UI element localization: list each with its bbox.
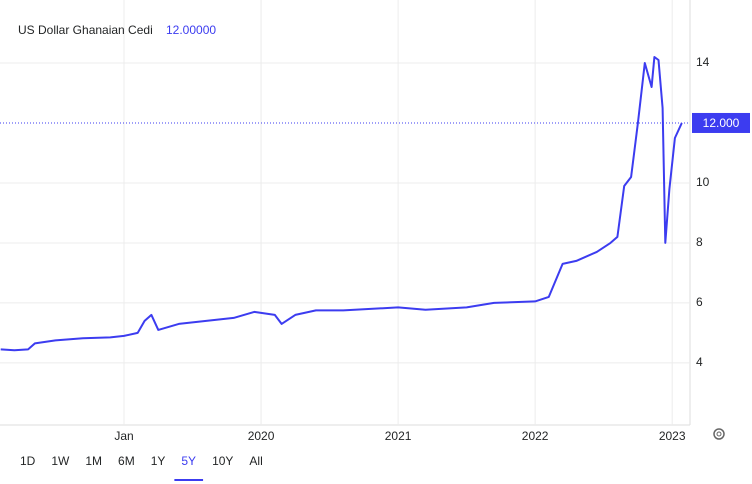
range-button[interactable]: 1W <box>51 454 70 468</box>
range-button[interactable]: All <box>249 454 262 468</box>
chart-title: US Dollar Ghanaian Cedi <box>18 23 153 37</box>
x-tick-label: 2022 <box>522 429 549 443</box>
reference-badge <box>692 112 750 133</box>
range-label: 1W <box>51 454 70 468</box>
price: 12.00000 <box>166 23 216 37</box>
range-label: 10Y <box>212 454 233 468</box>
y-tick-label: 4 <box>696 355 703 369</box>
range-button[interactable]: 6M <box>118 454 135 468</box>
range-label: 1Y <box>151 454 166 468</box>
range-label: 1M <box>85 454 102 468</box>
x-tick-label: 2023 <box>659 429 686 443</box>
price-line <box>0 56 683 352</box>
y-tick-label: 6 <box>696 295 703 309</box>
settings-icon[interactable] <box>713 428 725 440</box>
range-underline <box>174 479 204 481</box>
y-tick-label: 8 <box>696 235 703 249</box>
range-button[interactable]: 10Y <box>212 454 233 468</box>
gear-center <box>716 431 722 437</box>
reference-label: 12.000 <box>703 116 740 130</box>
gear <box>713 428 725 440</box>
range-label: All <box>249 454 262 468</box>
range-button[interactable]: 1Y <box>151 454 166 468</box>
range-button[interactable]: 1M <box>85 454 102 468</box>
range-button[interactable]: 5Y <box>174 454 204 481</box>
y-tick-label: 14 <box>696 55 710 69</box>
y-tick-label: 10 <box>696 175 710 189</box>
range-label: 6M <box>118 454 135 468</box>
x-tick-label: 2020 <box>248 429 275 443</box>
range-label: 5Y <box>181 454 196 468</box>
range-button[interactable]: 1D <box>20 454 36 468</box>
range-label: 1D <box>20 454 36 468</box>
x-tick-label: Jan <box>114 429 133 443</box>
x-tick-label: 2021 <box>385 429 412 443</box>
